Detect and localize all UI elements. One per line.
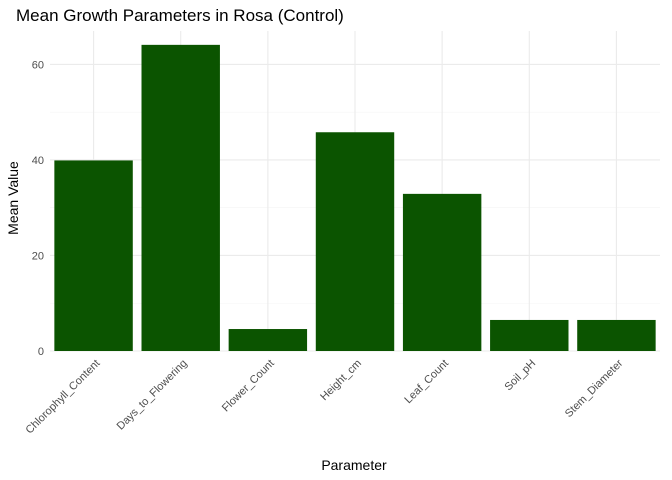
y-axis-ticks: 0 20 40 60 bbox=[32, 59, 44, 358]
x-axis-title: Parameter bbox=[321, 457, 387, 473]
y-tick-label: 60 bbox=[32, 59, 44, 71]
bars bbox=[54, 44, 656, 352]
x-tick-label: Chlorophyll_Content bbox=[24, 357, 103, 436]
bar-chlorophyll-content bbox=[54, 160, 133, 351]
y-tick-label: 40 bbox=[32, 155, 44, 167]
bar-leaf-count bbox=[402, 193, 482, 351]
x-tick-label: Days_to_Flowering bbox=[115, 357, 190, 432]
x-axis-ticks: Chlorophyll_Content Days_to_Flowering Flow… bbox=[24, 357, 626, 436]
chart-title: Mean Growth Parameters in Rosa (Control) bbox=[16, 6, 344, 25]
x-tick-label: Flower_Count bbox=[220, 357, 277, 414]
x-tick-label: Height_cm bbox=[318, 357, 364, 403]
y-axis-title: Mean Value bbox=[5, 161, 21, 235]
x-tick-label: Leaf_Count bbox=[402, 357, 451, 406]
bar-flower-count bbox=[228, 329, 308, 351]
bar-stem-diameter bbox=[577, 319, 656, 351]
bar-days-to-flowering bbox=[141, 44, 220, 352]
bar-soil-ph bbox=[490, 319, 569, 351]
x-tick-label: Soil_pH bbox=[503, 357, 539, 393]
x-tick-label: Stem_Diameter bbox=[563, 357, 626, 420]
y-tick-label: 0 bbox=[38, 346, 44, 358]
y-tick-label: 20 bbox=[32, 250, 44, 262]
bar-height-cm bbox=[315, 132, 395, 351]
